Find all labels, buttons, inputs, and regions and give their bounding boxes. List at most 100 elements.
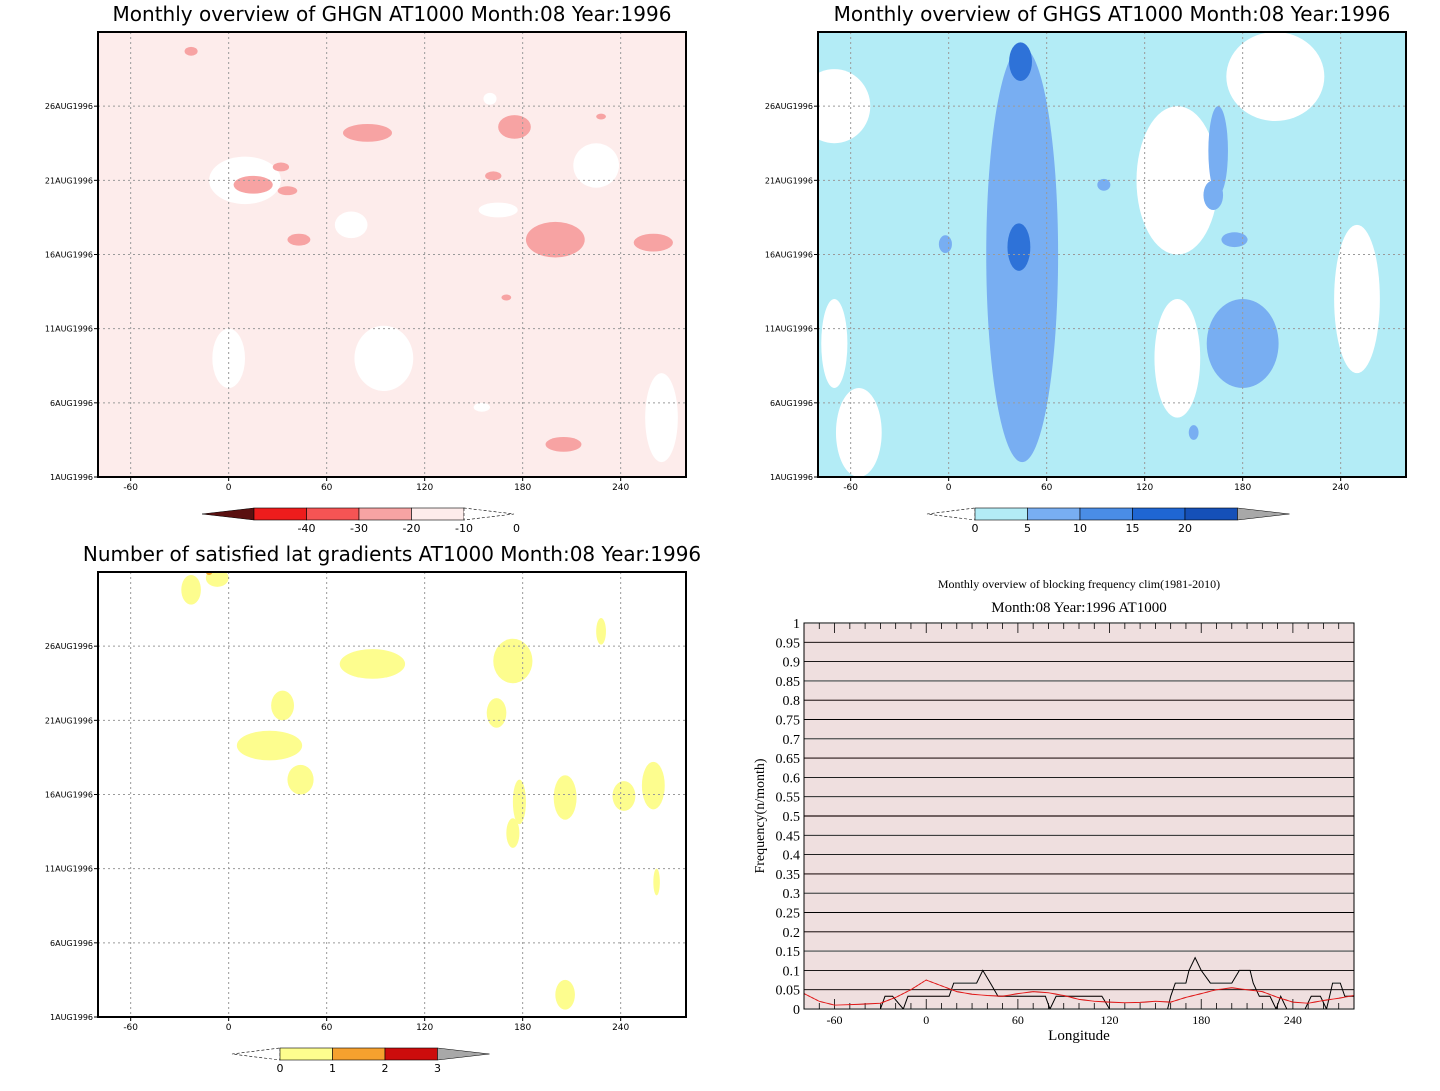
ghgn-zero-area bbox=[483, 92, 497, 105]
latgrad-region-12 bbox=[612, 781, 636, 811]
ghgn-cbar-box-0 bbox=[253, 507, 307, 521]
ghgn-cbar-label-0: -40 bbox=[298, 522, 316, 535]
ghgs-xtick-label-4: 180 bbox=[1234, 483, 1251, 493]
latgrad-cbar-label-3: 3 bbox=[434, 1062, 441, 1075]
latgrad-region-3 bbox=[271, 690, 295, 721]
ghgs-region-6 bbox=[1097, 178, 1111, 191]
latgrad-cbar-box-0 bbox=[279, 1047, 333, 1061]
ghgs-ytick-label-3: 16AUG1996 bbox=[765, 251, 813, 260]
latgrad-cbar-right-cap bbox=[437, 1047, 490, 1061]
ghgs-title: Monthly overview of GHGS AT1000 Month:08… bbox=[834, 2, 1391, 26]
ghgs-gap bbox=[1334, 224, 1380, 374]
blocking-series-1 bbox=[804, 979, 1354, 1006]
latgrad-region-5 bbox=[287, 764, 314, 795]
blocking-ytick-label-17: 0.85 bbox=[776, 675, 801, 690]
blocking-ytick-label-3: 0.15 bbox=[776, 945, 801, 960]
latgrad-ytick-label-1: 6AUG1996 bbox=[50, 939, 93, 948]
ghgs-cbar-box-1 bbox=[1027, 507, 1081, 521]
blocking-ytick-label-6: 0.3 bbox=[783, 887, 801, 902]
ghgn-zero-area bbox=[573, 143, 620, 188]
latgrad-xtick-label-2: 60 bbox=[321, 1023, 333, 1033]
ghgn-zero-area bbox=[478, 202, 518, 218]
ghgs-region-8 bbox=[1009, 42, 1032, 81]
blocking-grid bbox=[804, 623, 1354, 1009]
latgrad-ytick-label-0: 1AUG1996 bbox=[50, 1013, 93, 1022]
blocking-ytick-label-1: 0.05 bbox=[776, 984, 801, 999]
latgrad-title: Number of satisfied lat gradients AT1000… bbox=[83, 542, 701, 566]
ghgs-ytick-label-5: 26AUG1996 bbox=[765, 102, 813, 111]
blocking-xlabel: Longitude bbox=[1048, 1028, 1110, 1044]
ghgn-contours bbox=[184, 46, 678, 463]
ghgs-region-5 bbox=[938, 235, 952, 254]
ghgn-xtick-label-2: 60 bbox=[321, 483, 333, 493]
latgrad-cbar-label-1: 1 bbox=[329, 1062, 336, 1075]
latgrad-ytick-label-5: 26AUG1996 bbox=[45, 642, 93, 651]
ghgs-gap bbox=[821, 299, 848, 388]
blocking-ytick-label-15: 0.75 bbox=[776, 714, 801, 729]
latgrad-region-7 bbox=[486, 698, 507, 728]
blocking-xtick-label-5: 240 bbox=[1284, 1013, 1302, 1027]
ghgs-light-field bbox=[818, 32, 1406, 477]
latgrad-grid bbox=[98, 572, 686, 1017]
blocking-ytick-label-20: 1 bbox=[793, 617, 800, 632]
blocking-ytick-label-12: 0.6 bbox=[783, 771, 801, 786]
ghgn-region-7 bbox=[272, 162, 290, 172]
latgrad-cbar-box-2 bbox=[384, 1047, 438, 1061]
ghgs-xtick-label-1: 0 bbox=[946, 483, 952, 493]
ghgs-cbar-label-1: 5 bbox=[1024, 522, 1031, 535]
ghgn-cbar-right-cap bbox=[463, 507, 515, 521]
blocking-ytick-label-10: 0.5 bbox=[783, 810, 801, 825]
ghgs-ytick-label-1: 6AUG1996 bbox=[770, 399, 813, 408]
blocking-ytick-label-7: 0.35 bbox=[776, 868, 801, 883]
ghgs-gap bbox=[835, 388, 882, 477]
ghgs-cbar-label-4: 20 bbox=[1178, 522, 1192, 535]
blocking-x-axis: -60 0 60 120 180 240 bbox=[827, 1013, 1302, 1027]
ghgn-cbar-box-1 bbox=[306, 507, 360, 521]
ghgs-grid bbox=[818, 32, 1406, 477]
ghgn-xtick-label-1: 0 bbox=[226, 483, 232, 493]
ghgn-title: Monthly overview of GHGN AT1000 Month:08… bbox=[113, 2, 672, 26]
ghgs-ytick-label-4: 21AUG1996 bbox=[765, 176, 813, 185]
blocking-panel: Monthly overview of blocking frequency c… bbox=[753, 577, 1355, 1044]
blocking-ytick-label-0: 0 bbox=[793, 1003, 800, 1018]
latgrad-cbar-box-1 bbox=[332, 1047, 386, 1061]
blocking-ytick-label-11: 0.55 bbox=[776, 791, 801, 806]
latgrad-xtick-label-1: 0 bbox=[226, 1023, 232, 1033]
ghgn-region-3 bbox=[343, 123, 392, 142]
ghgn-plot-background bbox=[98, 32, 686, 477]
ghgn-cbar-left-cap bbox=[201, 507, 255, 521]
latgrad-region-2 bbox=[339, 649, 406, 679]
ghgn-region-8 bbox=[277, 186, 298, 196]
blocking-ytick-label-2: 0.1 bbox=[783, 964, 801, 979]
ghgn-region-10 bbox=[485, 171, 502, 181]
ghgs-cbar-box-3 bbox=[1132, 507, 1186, 521]
ghgs-gap bbox=[1226, 32, 1325, 121]
ghgs-xtick-label-5: 240 bbox=[1332, 483, 1349, 493]
ghgs-region-3 bbox=[1203, 180, 1224, 211]
ghgs-cbar-label-3: 15 bbox=[1126, 522, 1140, 535]
ghgn-cbar-label-3: -10 bbox=[455, 522, 473, 535]
blocking-y-axis: 0 0.05 0.1 0.15 0.2 0.25 0.3 0.35 0.4 0.45 0.5 0.55… bbox=[776, 617, 801, 1018]
ghgs-cbar-box-4 bbox=[1184, 507, 1238, 521]
latgrad-panel: Number of satisfied lat gradients AT1000… bbox=[45, 542, 701, 1075]
ghgs-xtick-label-0: -60 bbox=[843, 483, 858, 493]
ghgn-colorbar: -40 -30 -20 -10 0 bbox=[201, 507, 520, 535]
latgrad-region-0 bbox=[181, 574, 201, 605]
ghgs-colorbar: 0 5 10 15 20 bbox=[926, 507, 1290, 535]
blocking-xtick-label-3: 120 bbox=[1101, 1013, 1119, 1027]
latgrad-xtick-label-4: 180 bbox=[514, 1023, 531, 1033]
blocking-ytick-label-8: 0.4 bbox=[783, 849, 801, 864]
latgrad-xtick-label-3: 120 bbox=[416, 1023, 433, 1033]
ghgn-region-6 bbox=[287, 233, 311, 246]
latgrad-region-1 bbox=[205, 572, 229, 587]
latgrad-region-15 bbox=[555, 979, 575, 1010]
blocking-ytick-label-18: 0.9 bbox=[783, 656, 801, 671]
latgrad-region-11 bbox=[553, 775, 577, 820]
blocking-subtitle: Month:08 Year:1996 AT1000 bbox=[991, 600, 1166, 616]
ghgn-cbar-label-4: 0 bbox=[513, 522, 520, 535]
ghgn-ytick-label-3: 16AUG1996 bbox=[45, 251, 93, 260]
ghgn-ytick-label-0: 1AUG1996 bbox=[50, 473, 93, 482]
blocking-xtick-label-4: 180 bbox=[1192, 1013, 1210, 1027]
ghgs-region-7 bbox=[1188, 425, 1199, 440]
